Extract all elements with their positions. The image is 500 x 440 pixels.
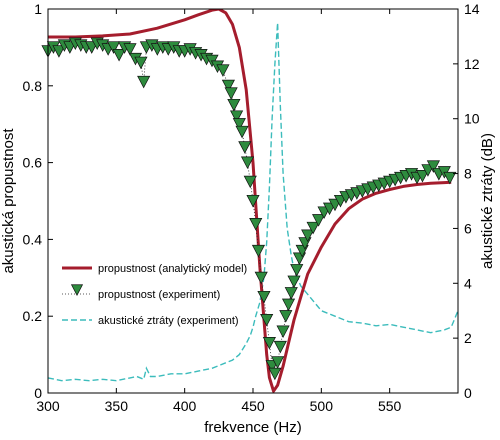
experiment-point [292, 252, 307, 266]
y-axis-right-title: akustické ztráty (dB) [479, 133, 496, 269]
model-line [48, 9, 452, 393]
y-right-tick-label: 8 [464, 166, 472, 182]
x-tick-label: 450 [241, 398, 265, 414]
x-axis: 300 350 400 450 500 550 [36, 9, 402, 414]
y-left-tick-label: 0.4 [23, 231, 43, 247]
experiment-point [284, 287, 298, 300]
experiment-point [268, 367, 282, 381]
experiment-point [262, 337, 276, 350]
experiment-point [238, 141, 252, 154]
experiment-point [232, 118, 246, 131]
experiment-point [249, 217, 263, 231]
y-right-tick-label: 6 [464, 220, 472, 236]
y-right-tick-label: 2 [464, 330, 472, 346]
experiment-point [415, 169, 430, 183]
y-left-tick-label: 1 [34, 1, 42, 17]
experiment-point [306, 221, 320, 235]
experiment-point [281, 298, 296, 312]
experiment-point [240, 156, 255, 170]
experiment-point [276, 325, 290, 339]
y-left-tick-label: 0.6 [23, 155, 43, 171]
y-axis-left-title: akustická propustnost [0, 128, 17, 274]
legend-losses-label: akustické ztráty (experiment) [98, 315, 239, 327]
experiment-point [273, 340, 287, 354]
experiment-point [251, 244, 266, 258]
experiment-point [257, 290, 271, 304]
legend-model-label: propustnost (analytický model) [98, 263, 247, 275]
x-tick-label: 300 [36, 398, 60, 414]
experiment-point [221, 79, 235, 93]
legend: propustnost (analytický model) propustnos… [62, 263, 247, 327]
y-axis-left: 0 0.2 0.4 0.6 0.8 1 [23, 1, 53, 401]
experiment-point [301, 229, 315, 243]
experiment-point [260, 313, 274, 327]
experiment-point [112, 49, 126, 62]
x-tick-label: 350 [105, 398, 129, 414]
y-left-tick-label: 0 [34, 385, 42, 401]
experiment-point [243, 175, 257, 189]
experiment-point [227, 98, 241, 112]
experiment-point [224, 87, 238, 100]
experiment-point [235, 125, 249, 139]
y-right-tick-label: 12 [464, 56, 480, 72]
experiment-point [137, 75, 151, 89]
y-left-tick-label: 0.2 [23, 308, 43, 324]
experiment-point [443, 171, 457, 185]
model-series-layer [48, 9, 452, 393]
x-tick-label: 500 [310, 398, 334, 414]
x-tick-label: 550 [378, 398, 402, 414]
experiment-point [230, 110, 244, 123]
experiment-point [123, 43, 137, 56]
x-axis-title: frekvence (Hz) [204, 419, 302, 436]
experiment-point [279, 310, 293, 323]
y-left-tick-label: 0.8 [23, 78, 43, 94]
legend-experiment-label: propustnost (experiment) [98, 289, 220, 301]
experiment-point [254, 271, 268, 285]
y-right-tick-label: 4 [464, 275, 472, 291]
y-right-tick-label: 14 [464, 1, 480, 17]
experiment-series-layer [41, 37, 457, 381]
x-tick-label: 400 [173, 398, 197, 414]
legend-experiment-swatch [70, 284, 84, 296]
experiment-point [52, 45, 66, 58]
experiment-point [287, 275, 301, 289]
experiment-point [107, 41, 121, 54]
experiment-point [426, 160, 440, 173]
experiment-point [312, 214, 326, 227]
y-axis-right: 0 2 4 6 8 10 12 14 [453, 1, 480, 401]
y-right-tick-label: 0 [464, 385, 472, 401]
y-right-tick-label: 10 [464, 111, 480, 127]
experiment-point [246, 194, 260, 208]
experiment-point [271, 356, 285, 369]
experiment-point [216, 64, 230, 77]
experiment-point [134, 56, 148, 70]
experiment-point [290, 264, 304, 277]
